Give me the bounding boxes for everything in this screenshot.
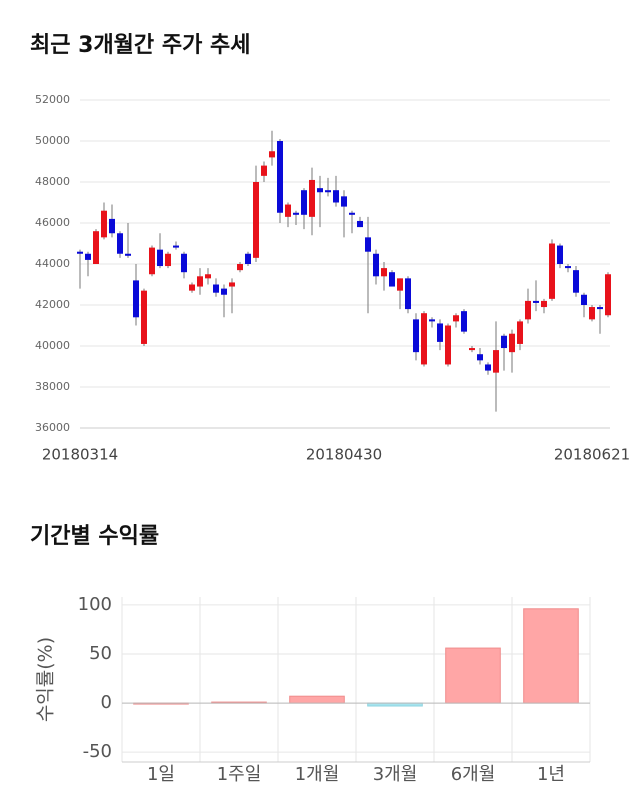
candle-body bbox=[365, 237, 371, 252]
candle-body bbox=[317, 188, 323, 193]
candle-body bbox=[341, 196, 347, 207]
candle-body bbox=[597, 307, 603, 310]
candle-body bbox=[485, 364, 491, 371]
candle-body bbox=[101, 210, 107, 238]
candle-body bbox=[333, 190, 339, 203]
candle-body bbox=[157, 249, 163, 267]
x-tick-label: 3개월 bbox=[373, 764, 418, 785]
candle-body bbox=[373, 253, 379, 277]
candle-body bbox=[405, 278, 411, 310]
x-tick-label: 1개월 bbox=[295, 764, 340, 785]
candle-body bbox=[557, 245, 563, 264]
candle-body bbox=[309, 179, 315, 217]
candle-body bbox=[461, 311, 467, 332]
bar bbox=[445, 647, 501, 704]
x-tick-label: 20180430 bbox=[306, 446, 382, 464]
candle-body bbox=[469, 348, 475, 351]
y-tick-label: 100 bbox=[78, 594, 112, 615]
bar bbox=[289, 695, 345, 704]
y-tick-label: 48000 bbox=[35, 175, 70, 188]
candle-body bbox=[437, 323, 443, 342]
candle-body bbox=[445, 325, 451, 365]
candle-body bbox=[277, 141, 283, 213]
candle-body bbox=[453, 315, 459, 322]
candle-body bbox=[589, 307, 595, 320]
candle-body bbox=[269, 151, 275, 158]
candle-body bbox=[245, 253, 251, 264]
candle-body bbox=[221, 288, 227, 295]
candle-body bbox=[181, 253, 187, 273]
candle-body bbox=[541, 300, 547, 308]
y-tick-label: 46000 bbox=[35, 216, 70, 229]
candle-body bbox=[381, 268, 387, 277]
candle-body bbox=[565, 266, 571, 269]
x-tick-label: 20180621 bbox=[554, 446, 630, 464]
x-tick-label: 20180314 bbox=[42, 446, 118, 464]
candle-body bbox=[141, 290, 147, 344]
candle-body bbox=[533, 300, 539, 303]
y-tick-label: -50 bbox=[83, 741, 112, 762]
candle-body bbox=[493, 350, 499, 373]
candle-body bbox=[213, 284, 219, 293]
x-tick-label: 6개월 bbox=[451, 764, 496, 785]
y-tick-label: 44000 bbox=[35, 257, 70, 270]
candle-body bbox=[501, 335, 507, 349]
candle-body bbox=[173, 245, 179, 248]
y-tick-label: 42000 bbox=[35, 298, 70, 311]
y-tick-label: 40000 bbox=[35, 339, 70, 352]
candle-body bbox=[509, 333, 515, 353]
candle-body bbox=[525, 300, 531, 320]
candle-body bbox=[133, 280, 139, 318]
candle-body bbox=[261, 165, 267, 176]
candle-body bbox=[229, 282, 235, 287]
candle-body bbox=[517, 321, 523, 344]
y-tick-label: 0 bbox=[101, 692, 112, 713]
candle-body bbox=[325, 190, 331, 193]
bar bbox=[523, 608, 579, 704]
candle-body bbox=[389, 272, 395, 287]
candle-body bbox=[189, 284, 195, 291]
candle-body bbox=[109, 218, 115, 234]
chart-title: 최근 3개월간 주가 추세 bbox=[30, 33, 250, 58]
candle-body bbox=[605, 274, 611, 316]
candle-body bbox=[253, 182, 259, 258]
candle-body bbox=[237, 264, 243, 271]
candle-body bbox=[293, 212, 299, 215]
candle-body bbox=[349, 212, 355, 215]
y-tick-label: 50 bbox=[89, 643, 112, 664]
candle-body bbox=[85, 253, 91, 260]
candle-body bbox=[573, 270, 579, 293]
candle-body bbox=[301, 190, 307, 215]
candle-body bbox=[429, 319, 435, 322]
y-tick-label: 50000 bbox=[35, 134, 70, 147]
candle-body bbox=[477, 354, 483, 361]
x-tick-label: 1주일 bbox=[217, 764, 262, 785]
candle-body bbox=[117, 233, 123, 254]
y-tick-label: 52000 bbox=[35, 93, 70, 106]
candle-body bbox=[165, 253, 171, 267]
candle-body bbox=[397, 278, 403, 291]
candle-body bbox=[581, 294, 587, 305]
y-tick-label: 38000 bbox=[35, 380, 70, 393]
candle-body bbox=[77, 251, 83, 254]
y-axis-title: 수익률(%) bbox=[35, 637, 57, 722]
candle-body bbox=[149, 247, 155, 275]
x-tick-label: 1년 bbox=[537, 764, 565, 785]
y-tick-label: 36000 bbox=[35, 421, 70, 434]
chart-title: 기간별 수익률 bbox=[30, 524, 159, 549]
x-tick-label: 1일 bbox=[147, 764, 175, 785]
candle-body bbox=[421, 313, 427, 365]
candle-body bbox=[197, 276, 203, 287]
candle-body bbox=[285, 204, 291, 217]
candle-body bbox=[549, 243, 555, 299]
candle-body bbox=[413, 319, 419, 353]
candle-body bbox=[125, 253, 131, 256]
candle-body bbox=[357, 220, 363, 228]
candle-body bbox=[93, 231, 99, 264]
candle-body bbox=[205, 274, 211, 279]
